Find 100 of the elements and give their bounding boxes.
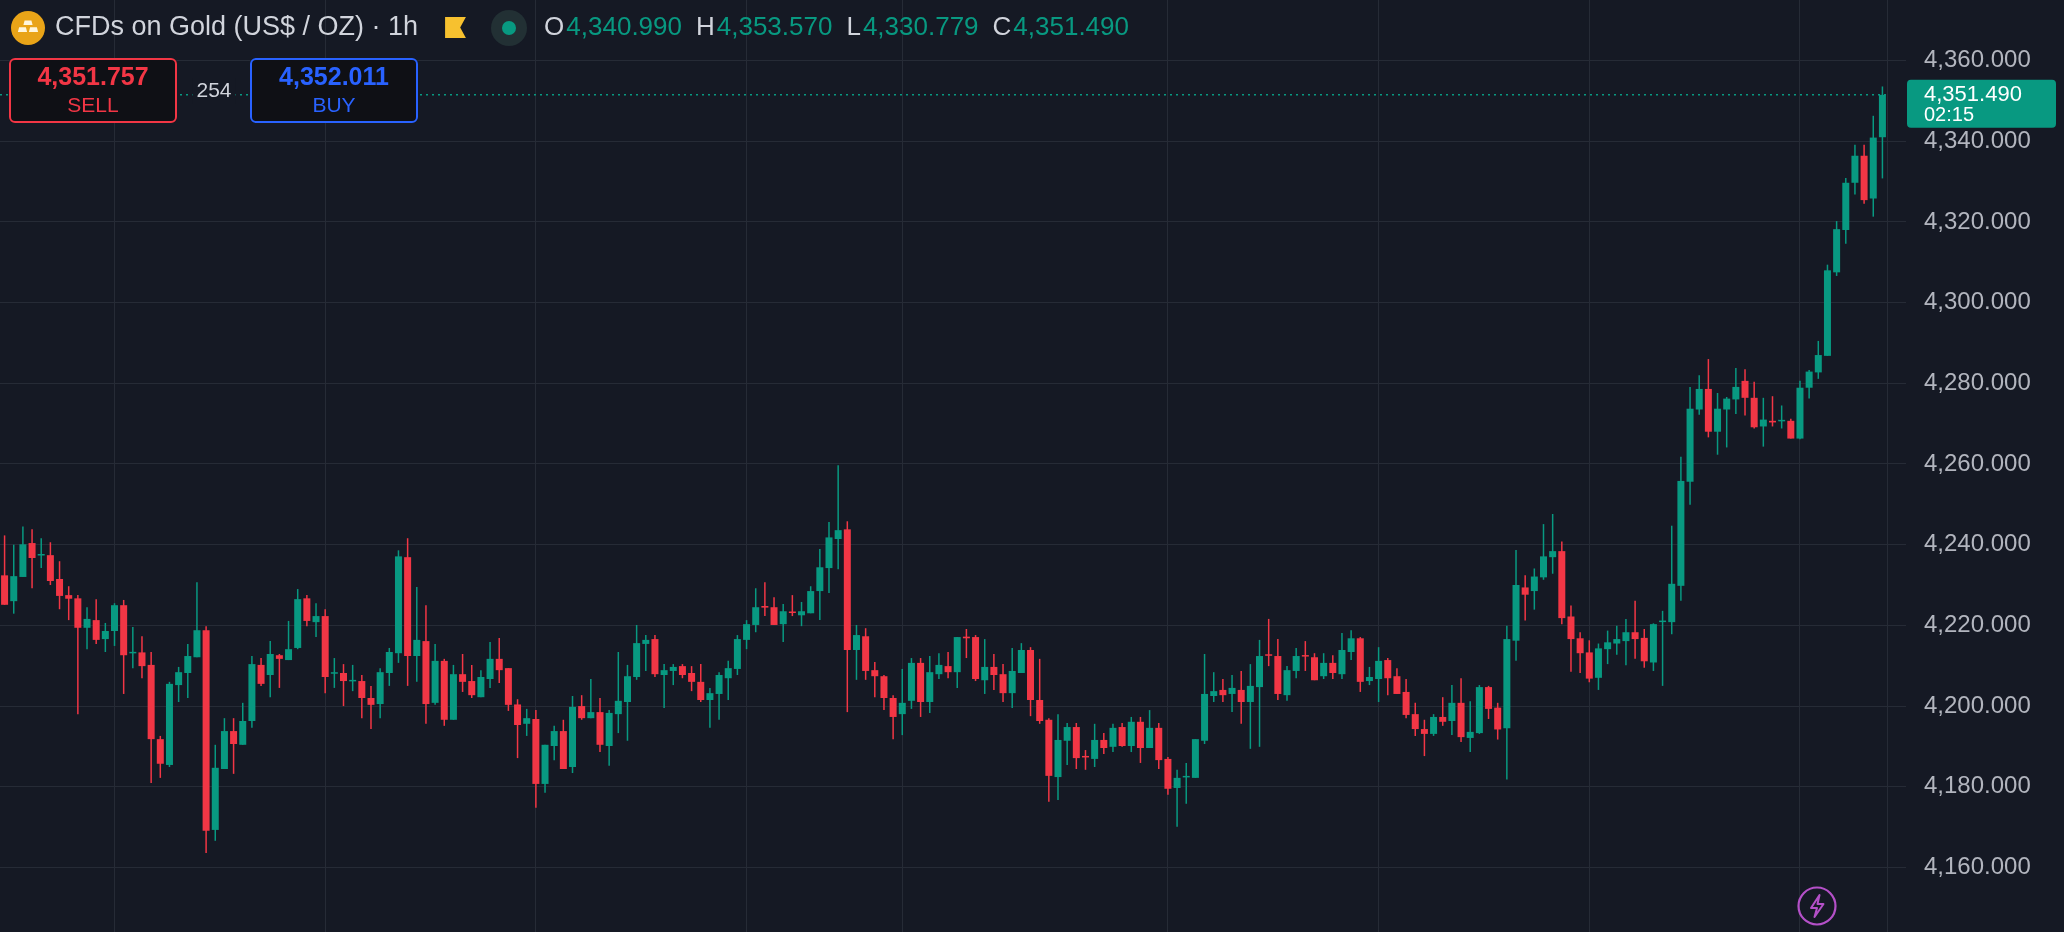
candlestick (724, 660, 732, 701)
candlestick (1430, 713, 1438, 737)
candlestick (1246, 663, 1254, 750)
y-tick-label: 4,260.000 (1924, 448, 2031, 476)
candlestick (1420, 719, 1428, 757)
candlestick (1402, 678, 1410, 719)
candlestick (880, 674, 888, 711)
candlestick (752, 587, 760, 633)
candlestick (138, 635, 146, 679)
candlestick (275, 653, 283, 689)
candlestick (1393, 667, 1401, 695)
text: 02:15 (1924, 103, 1975, 126)
y-tick-label: 4,300.000 (1924, 287, 2031, 315)
candlestick (770, 596, 778, 626)
candlestick (285, 620, 293, 661)
candlestick (1384, 657, 1392, 696)
annotation: 4,352.011 (279, 61, 390, 90)
candlestick (1485, 685, 1493, 720)
candlestick (1530, 567, 1538, 611)
y-tick-label: 4,200.000 (1924, 690, 2031, 718)
candlestick (495, 637, 503, 684)
candlestick (697, 663, 705, 703)
candlestick (477, 669, 485, 698)
candlestick (266, 640, 274, 698)
candlestick (999, 663, 1007, 703)
candlestick (669, 663, 677, 686)
candlestick (1549, 513, 1557, 575)
candlestick (1008, 647, 1016, 709)
candlestick (852, 624, 860, 681)
candlestick (1301, 640, 1309, 672)
candlestick (889, 694, 897, 740)
candlestick (1622, 618, 1630, 667)
candlestick (1375, 646, 1383, 703)
candlestick (1210, 671, 1218, 703)
ref-line-label: 4,351.490 (1924, 80, 2022, 106)
candlestick (1567, 604, 1575, 673)
annotation: L (846, 11, 861, 42)
candlestick (56, 560, 64, 610)
candlestick (83, 606, 91, 650)
annotation: 254 (196, 77, 232, 101)
candlestick (92, 598, 100, 645)
candlestick (1466, 700, 1474, 753)
candlestick (1741, 368, 1749, 417)
candlestick (743, 619, 751, 650)
candlestick (816, 548, 824, 621)
candlestick (312, 602, 320, 638)
annotation: 4,353.570 (716, 11, 833, 42)
candlestick (468, 664, 476, 699)
annotation: C (992, 11, 1012, 42)
annotation: 4,330.779 (862, 11, 979, 42)
candlestick (1714, 392, 1722, 456)
y-tick-label: 4,160.000 (1924, 852, 2031, 880)
candlestick (761, 581, 769, 617)
candlestick (1310, 652, 1318, 681)
candlestick (1228, 674, 1236, 713)
candlestick (944, 651, 952, 679)
candlestick (37, 537, 45, 569)
candlestick (834, 464, 842, 571)
candlestick (1521, 574, 1529, 622)
candlestick (1805, 369, 1813, 400)
candlestick (1347, 629, 1355, 661)
candlestick (688, 665, 696, 692)
y-tick-label: 4,340.000 (1924, 125, 2031, 153)
candlestick (1320, 652, 1328, 680)
chart-title: CFDs on Gold (US$ / OZ) · 1h (55, 11, 419, 42)
candlestick (1604, 629, 1612, 665)
annotation: 4,351.757 (37, 61, 149, 90)
candlestick (101, 622, 109, 653)
candlestick (340, 663, 348, 707)
candlestick (523, 708, 531, 737)
candlestick (486, 641, 494, 689)
candlestick (1814, 340, 1822, 380)
candlestick (1787, 418, 1795, 440)
candlestick (514, 698, 522, 759)
candlestick (1091, 723, 1099, 768)
candlestick (614, 651, 622, 734)
candlestick (1539, 523, 1547, 581)
candlestick (1613, 625, 1621, 656)
candlestick (257, 657, 265, 687)
candlestick (65, 585, 73, 621)
candlestick (1695, 374, 1703, 416)
candlestick (706, 687, 714, 729)
candlestick (550, 725, 558, 761)
annotation: BUY (312, 92, 356, 116)
annotation: O (544, 11, 565, 42)
candlestick (990, 653, 998, 691)
candlestick (413, 586, 421, 683)
candlestick (367, 685, 375, 730)
candlestick (715, 671, 723, 721)
candlestick (642, 634, 650, 672)
candlestick (1640, 628, 1648, 669)
candlestick (871, 661, 879, 698)
y-tick-label: 4,280.000 (1924, 367, 2031, 395)
candlestick (1146, 709, 1154, 749)
candlestick (1036, 658, 1044, 725)
candlestick (1219, 678, 1227, 703)
candlestick (898, 668, 906, 736)
candlestick (1109, 723, 1117, 753)
candlestick (1292, 647, 1300, 679)
y-tick-label: 4,360.000 (1924, 45, 2031, 73)
